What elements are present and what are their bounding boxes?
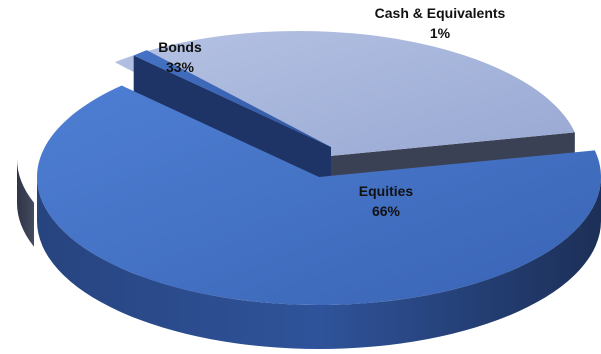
pie-slice-equities bbox=[37, 85, 601, 349]
pie-label-cash-and-equivalents-name: Cash & Equivalents bbox=[375, 5, 506, 21]
pie-label-equities-value: 66% bbox=[372, 203, 401, 219]
pie-label-bonds-name: Bonds bbox=[158, 39, 202, 55]
pie-slice-equities-top bbox=[37, 85, 601, 305]
pie-label-bonds-value: 33% bbox=[166, 59, 195, 75]
pie-slice-bonds-top bbox=[114, 30, 575, 160]
pie-slices bbox=[17, 30, 601, 349]
pie-label-cash-and-equivalents-value: 1% bbox=[430, 25, 451, 41]
pie-slice-equities-side bbox=[37, 177, 601, 349]
pie-slice-bonds-side bbox=[17, 159, 35, 247]
pie-labels: Bonds 33% Cash & Equivalents 1% Equities 66% bbox=[158, 5, 505, 219]
pie-slice-cash-cut-wall bbox=[133, 55, 331, 191]
pie-label-equities-name: Equities bbox=[359, 183, 414, 199]
pie-slice-cash-and-equivalents-top bbox=[133, 50, 331, 148]
pie-slice-cash-and-equivalents bbox=[133, 50, 331, 191]
